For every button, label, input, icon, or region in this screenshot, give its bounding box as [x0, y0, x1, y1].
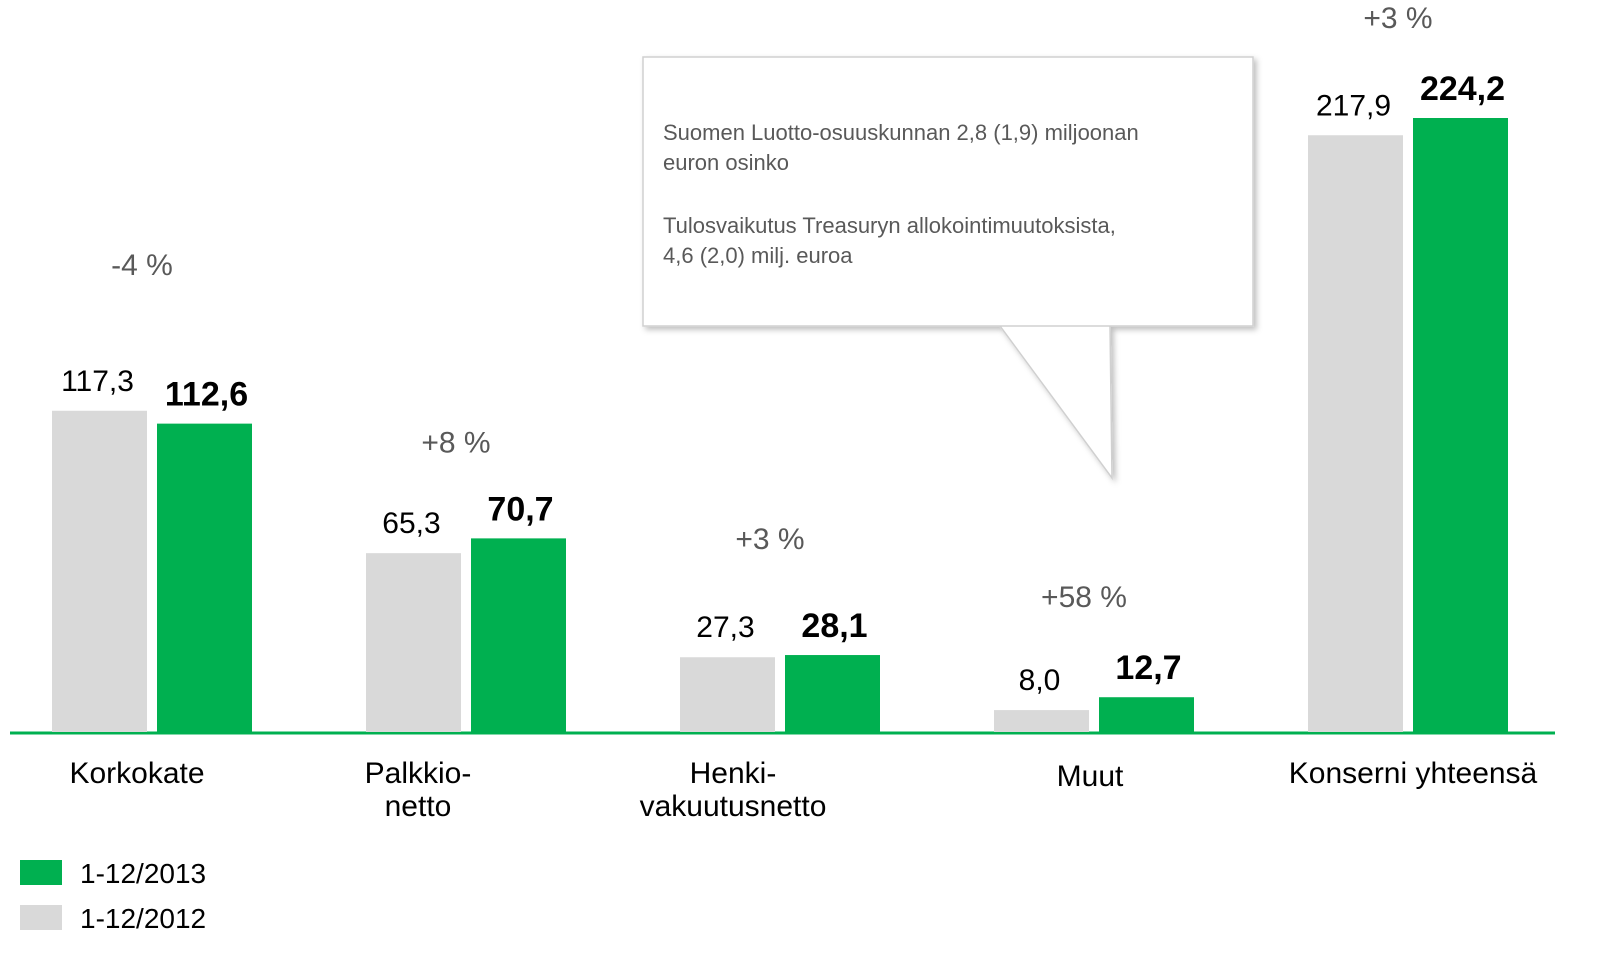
value-label: 28,1 [801, 607, 867, 645]
callout-text: Suomen Luotto-osuuskunnan 2,8 (1,9) milj… [663, 120, 1139, 175]
legend-label: 1-12/2012 [80, 903, 206, 934]
callout-box [642, 56, 1254, 481]
value-label: 217,9 [1316, 89, 1391, 122]
value-label: 8,0 [1019, 664, 1061, 697]
legend-label: 1-12/2013 [80, 858, 206, 889]
change-label: -4 % [111, 249, 173, 282]
value-label: 112,6 [165, 376, 248, 414]
callout: Suomen Luotto-osuuskunnan 2,8 (1,9) milj… [663, 118, 1243, 304]
value-label: 12,7 [1115, 649, 1181, 687]
bar [994, 710, 1089, 732]
x-tick-label: Korkokate [69, 757, 205, 790]
value-label: 70,7 [487, 490, 553, 528]
value-label: 27,3 [696, 611, 754, 644]
change-label: +58 % [1041, 581, 1127, 614]
bar [366, 553, 461, 732]
value-label: 65,3 [382, 507, 440, 540]
bar [1413, 118, 1508, 732]
callout-text: Tulosvaikutus Treasuryn allokointimuutok… [663, 213, 1116, 268]
value-label: 117,3 [61, 365, 134, 398]
value-label: 224,2 [1420, 70, 1505, 108]
legend-swatch [20, 860, 62, 885]
bar [471, 538, 566, 732]
bar [157, 423, 252, 732]
x-tick-label: Muut [1056, 760, 1124, 793]
x-tick-label: Konserni yhteensä [1288, 757, 1538, 790]
bar [1099, 697, 1194, 732]
bar [52, 410, 147, 732]
change-label: +8 % [421, 426, 490, 459]
x-tick-label: Palkkio- netto [364, 757, 472, 823]
legend-swatch [20, 905, 62, 930]
x-tick-label: Henki- vakuutusnetto [639, 757, 827, 823]
change-label: +3 % [1363, 2, 1432, 35]
change-label: +3 % [735, 523, 804, 556]
bar [1308, 135, 1403, 732]
bar [680, 657, 775, 732]
bar [785, 655, 880, 732]
